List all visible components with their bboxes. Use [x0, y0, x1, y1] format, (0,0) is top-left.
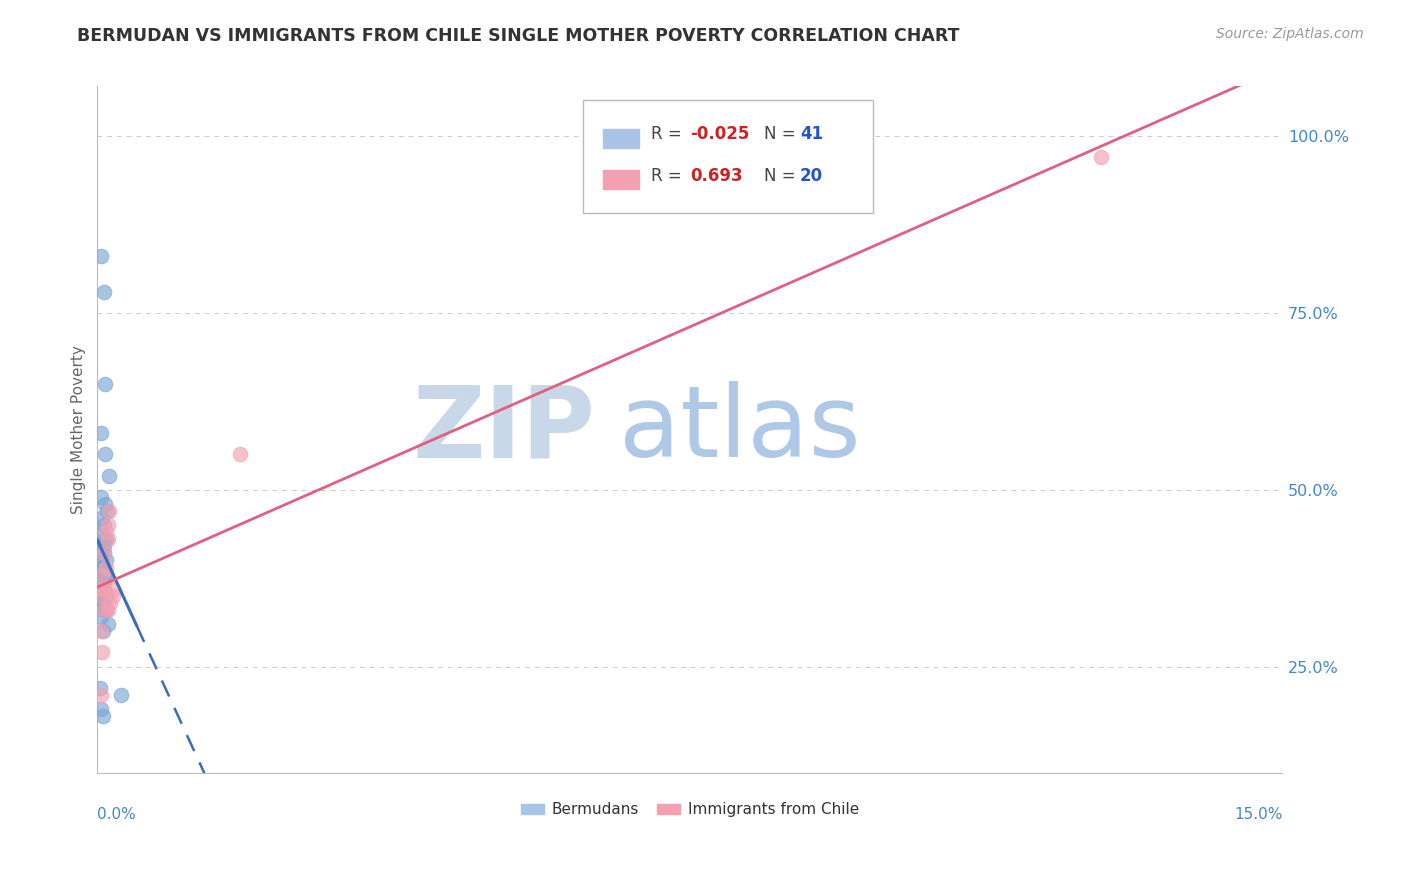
FancyBboxPatch shape [583, 100, 873, 213]
Text: 41: 41 [800, 126, 823, 144]
Text: 15.0%: 15.0% [1234, 807, 1282, 822]
Point [90, 426, 112, 441]
Point [93, 285, 115, 299]
Text: -0.025: -0.025 [690, 126, 749, 144]
Point [98, 596, 121, 610]
Point [89, 567, 111, 582]
Point [97, 533, 120, 547]
Point [91, 589, 114, 603]
Point [228, 447, 250, 461]
Point [93, 603, 115, 617]
Point [89, 624, 111, 639]
Text: BERMUDAN VS IMMIGRANTS FROM CHILE SINGLE MOTHER POVERTY CORRELATION CHART: BERMUDAN VS IMMIGRANTS FROM CHILE SINGLE… [77, 27, 960, 45]
Text: N =: N = [765, 167, 796, 185]
Point [91, 645, 114, 659]
Text: ZIP: ZIP [412, 381, 595, 478]
FancyBboxPatch shape [603, 170, 638, 189]
Point [97, 617, 120, 632]
Point [89, 560, 111, 574]
Point [89, 582, 111, 596]
Point [97, 518, 120, 533]
Point [96, 504, 118, 518]
Point [90, 546, 112, 560]
Point [91, 567, 114, 582]
Point [93, 533, 115, 547]
Point [91, 560, 114, 574]
Y-axis label: Single Mother Poverty: Single Mother Poverty [72, 345, 86, 514]
Point [98, 504, 121, 518]
Point [93, 582, 115, 596]
Point [91, 596, 114, 610]
Point [93, 567, 115, 582]
Point [94, 567, 117, 582]
Point [89, 681, 111, 695]
Point [89, 702, 111, 716]
Point [90, 490, 112, 504]
Text: 0.693: 0.693 [690, 167, 742, 185]
Point [89, 688, 111, 702]
FancyBboxPatch shape [603, 129, 638, 148]
Point [101, 582, 124, 596]
Point [1090, 150, 1112, 164]
Text: Source: ZipAtlas.com: Source: ZipAtlas.com [1216, 27, 1364, 41]
Point [89, 553, 111, 567]
Point [94, 589, 117, 603]
Point [91, 709, 114, 723]
Point [91, 603, 114, 617]
Point [90, 511, 112, 525]
Point [94, 533, 117, 547]
Point [110, 688, 132, 702]
Point [89, 596, 111, 610]
Text: R =: R = [651, 167, 682, 185]
Point [94, 560, 117, 574]
Point [89, 582, 111, 596]
Point [94, 525, 117, 540]
Text: N =: N = [765, 126, 796, 144]
Text: 20: 20 [800, 167, 823, 185]
Point [89, 610, 111, 624]
Point [94, 376, 117, 391]
Point [91, 624, 114, 639]
Point [89, 525, 111, 540]
Point [94, 497, 117, 511]
Text: atlas: atlas [619, 381, 860, 478]
Point [93, 539, 115, 553]
Point [94, 603, 117, 617]
Text: R =: R = [651, 126, 682, 144]
Point [93, 546, 115, 560]
Point [93, 582, 115, 596]
Point [93, 574, 115, 589]
Point [93, 518, 115, 533]
Point [97, 603, 120, 617]
Point [101, 589, 124, 603]
Point [98, 468, 121, 483]
Point [90, 249, 112, 263]
Legend: Bermudans, Immigrants from Chile: Bermudans, Immigrants from Chile [515, 797, 865, 823]
Point [89, 539, 111, 553]
Point [94, 553, 117, 567]
Text: 0.0%: 0.0% [97, 807, 136, 822]
Point [93, 546, 115, 560]
Point [94, 447, 117, 461]
Point [89, 589, 111, 603]
